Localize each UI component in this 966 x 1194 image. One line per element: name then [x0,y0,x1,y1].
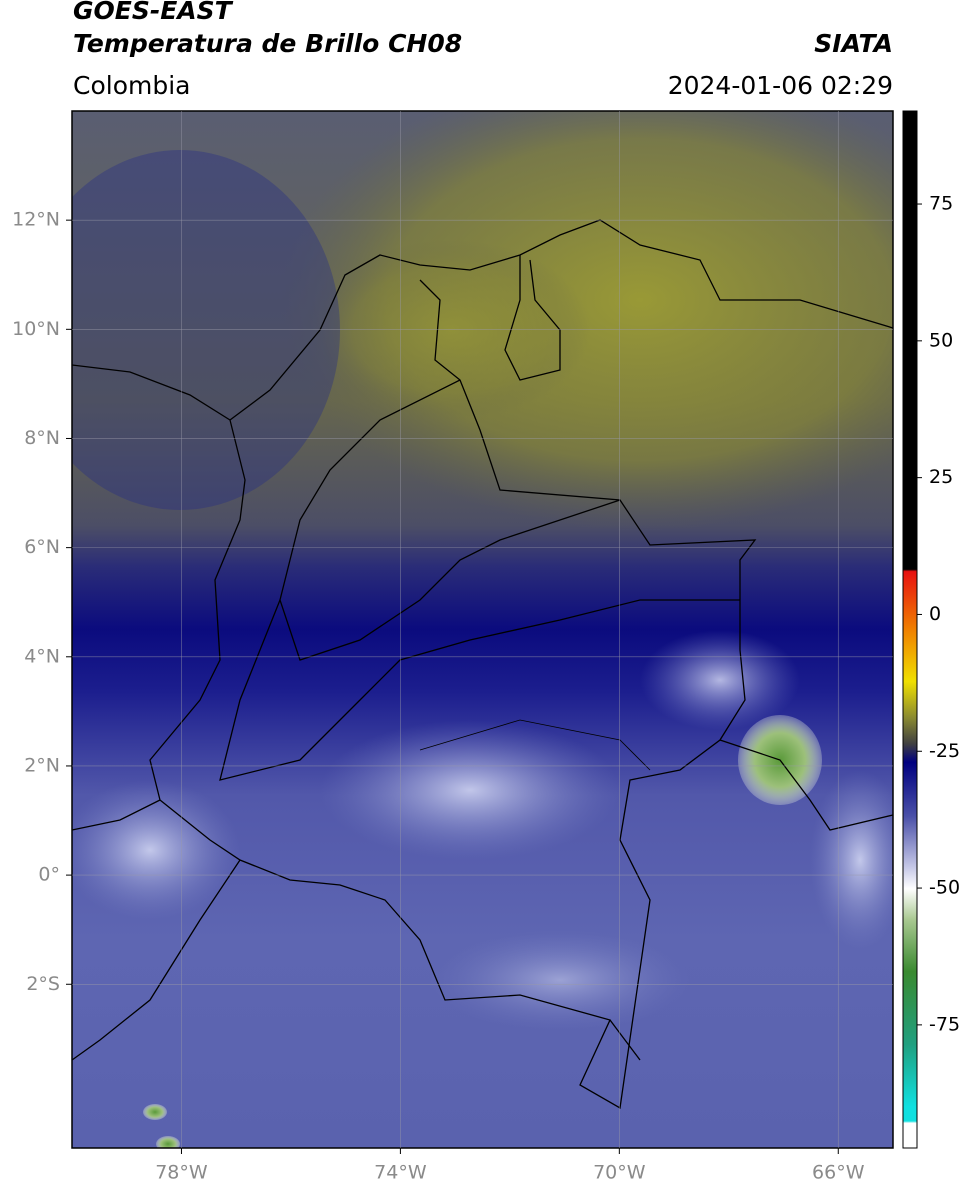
timestamp: 2024-01-06 02:29 [668,71,893,100]
y-tick-label: 6°N [24,536,60,558]
title: GOES-EAST [73,0,234,25]
subtitle: Temperatura de Brillo CH08 [73,29,462,58]
colorbar-tick-label: 75 [929,193,953,215]
y-tick-label: 0° [38,864,60,886]
region: Colombia [73,71,190,100]
x-tick-label: 66°W [812,1162,865,1184]
y-tick-label: 10°N [12,318,60,340]
y-tick-label: 12°N [12,209,60,231]
y-tick-label: 2°N [24,754,60,776]
colorbar-tick-label: 0 [929,603,941,625]
satellite-image [72,111,893,1148]
source: SIATA [814,29,893,58]
colorbar-tick-label: 50 [929,329,953,351]
x-tick-label: 74°W [374,1162,427,1184]
colorbar-tick-label: -50 [929,877,960,899]
x-tick-label: 70°W [593,1162,646,1184]
map-frame [71,110,894,1149]
y-tick-label: 8°N [24,427,60,449]
colorbar-tick-label: -75 [929,1013,960,1035]
y-tick-label: 2°S [26,973,60,995]
colorbar-tick-label: -25 [929,740,960,762]
axes: 78°W 74°W 70°W 66°W 12°N 10°N 8°N 6°N 4°N 2°N 0° 2°… [12,111,960,1184]
x-tick-label: 78°W [155,1162,208,1184]
y-tick-label: 4°N [24,645,60,667]
colorbar-tick-label: 25 [929,466,953,488]
colorbar [902,110,918,1149]
